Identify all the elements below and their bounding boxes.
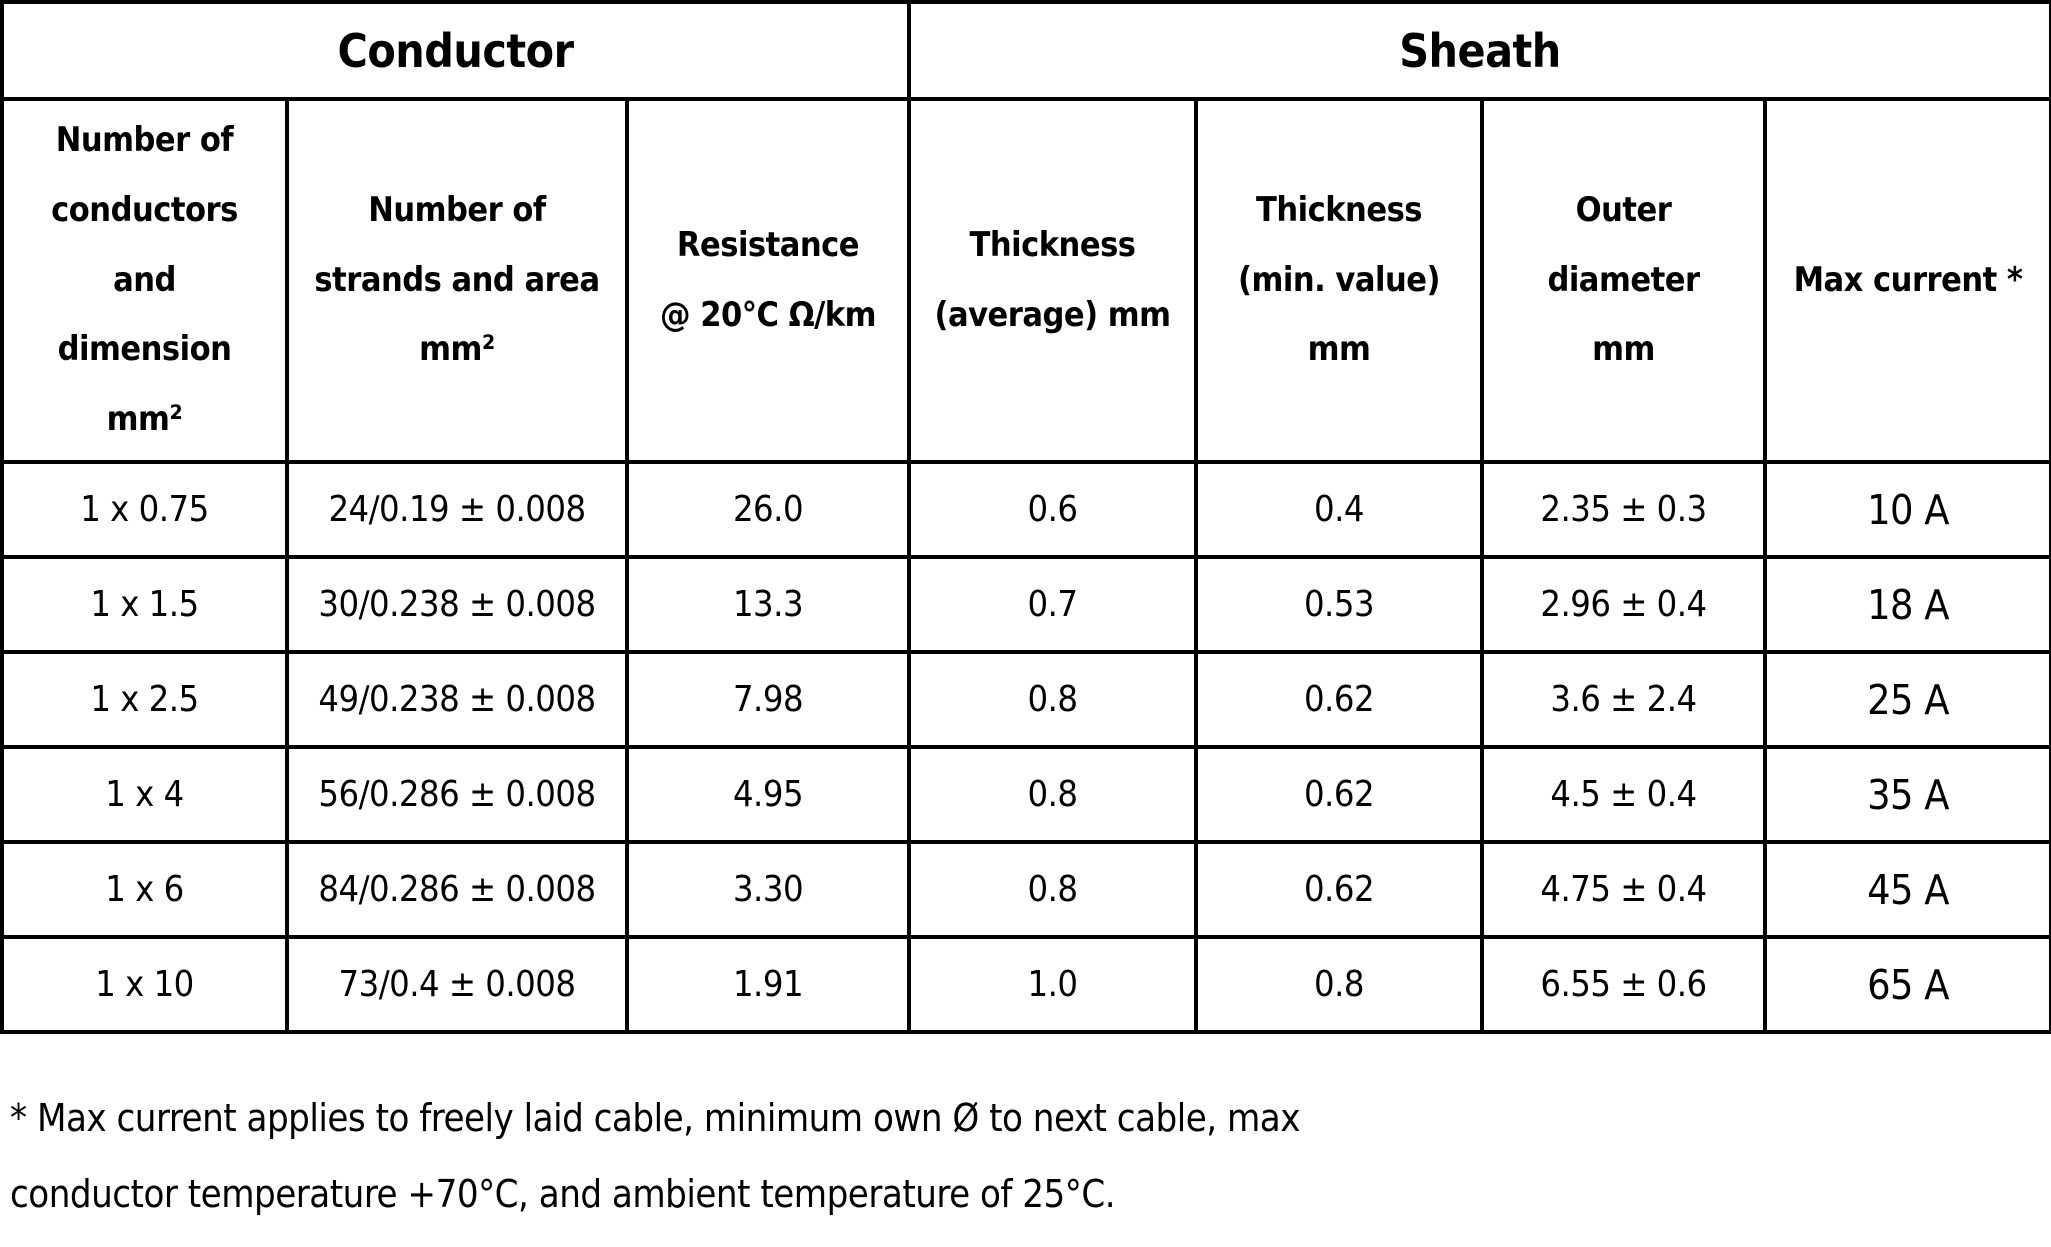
cell-outer-diameter: 2.96 ± 0.4: [1480, 555, 1767, 654]
col-header-thickness-min: Thickness (min. value) mm: [1194, 97, 1484, 464]
cell-outer-diameter: 6.55 ± 0.6: [1480, 935, 1767, 1034]
cell-dimension: 1 x 0.75: [0, 460, 289, 559]
cell-thickness-min: 0.4: [1194, 460, 1484, 559]
cell-strands-area: 24/0.19 ± 0.008: [285, 460, 629, 559]
cell-thickness-min: 0.62: [1194, 650, 1484, 749]
group-header-row: Conductor Sheath: [0, 0, 2051, 101]
col-header-thickness-average: Thickness (average) mm: [907, 97, 1198, 464]
cell-max-current: 45 A: [1762, 840, 2051, 939]
cell-strands-area: 73/0.4 ± 0.008: [285, 935, 629, 1034]
cell-dimension: 1 x 1.5: [0, 555, 289, 654]
cell-thickness-average: 0.8: [907, 745, 1198, 844]
cell-thickness-min: 0.62: [1194, 745, 1484, 844]
cell-max-current: 65 A: [1762, 935, 2051, 1034]
cell-resistance: 26.0: [625, 460, 911, 559]
cell-max-current: 25 A: [1762, 650, 2051, 749]
cell-thickness-min: 0.53: [1194, 555, 1484, 654]
cell-thickness-min: 0.8: [1194, 935, 1484, 1034]
col-header-resistance: Resistance @ 20°C Ω/km: [625, 97, 911, 464]
table-row: 1 x 10 73/0.4 ± 0.008 1.91 1.0 0.8 6.55 …: [0, 935, 2051, 1034]
cell-thickness-average: 0.8: [907, 840, 1198, 939]
group-header-conductor: Conductor: [0, 0, 911, 101]
cell-dimension: 1 x 10: [0, 935, 289, 1034]
cell-thickness-average: 0.8: [907, 650, 1198, 749]
col-header-outer-diameter: Outer diameter mm: [1480, 97, 1767, 464]
max-current-footnote: * Max current applies to freely laid cab…: [10, 1096, 1300, 1216]
column-header-row: Number of conductors and dimension mm² N…: [0, 97, 2051, 464]
cell-thickness-min: 0.62: [1194, 840, 1484, 939]
cell-thickness-average: 0.6: [907, 460, 1198, 559]
cell-resistance: 1.91: [625, 935, 911, 1034]
cell-resistance: 4.95: [625, 745, 911, 844]
cell-dimension: 1 x 4: [0, 745, 289, 844]
cell-dimension: 1 x 6: [0, 840, 289, 939]
cell-strands-area: 84/0.286 ± 0.008: [285, 840, 629, 939]
cell-thickness-average: 0.7: [907, 555, 1198, 654]
cell-max-current: 18 A: [1762, 555, 2051, 654]
table-row: 1 x 0.75 24/0.19 ± 0.008 26.0 0.6 0.4 2.…: [0, 460, 2051, 559]
cell-resistance: 7.98: [625, 650, 911, 749]
table-row: 1 x 4 56/0.286 ± 0.008 4.95 0.8 0.62 4.5…: [0, 745, 2051, 844]
cell-outer-diameter: 2.35 ± 0.3: [1480, 460, 1767, 559]
cell-resistance: 3.30: [625, 840, 911, 939]
col-header-strands-area: Number of strands and area mm²: [285, 97, 629, 464]
cell-resistance: 13.3: [625, 555, 911, 654]
table-row: 1 x 2.5 49/0.238 ± 0.008 7.98 0.8 0.62 3…: [0, 650, 2051, 749]
cell-max-current: 10 A: [1762, 460, 2051, 559]
table-row: 1 x 1.5 30/0.238 ± 0.008 13.3 0.7 0.53 2…: [0, 555, 2051, 654]
cell-outer-diameter: 4.75 ± 0.4: [1480, 840, 1767, 939]
cell-outer-diameter: 3.6 ± 2.4: [1480, 650, 1767, 749]
cell-strands-area: 56/0.286 ± 0.008: [285, 745, 629, 844]
cell-strands-area: 30/0.238 ± 0.008: [285, 555, 629, 654]
cell-strands-area: 49/0.238 ± 0.008: [285, 650, 629, 749]
group-header-sheath: Sheath: [906, 0, 2051, 101]
cable-spec-table: Conductor Sheath Number of conductors an…: [0, 0, 2051, 1034]
cell-dimension: 1 x 2.5: [0, 650, 289, 749]
table-row: 1 x 6 84/0.286 ± 0.008 3.30 0.8 0.62 4.7…: [0, 840, 2051, 939]
col-header-conductors-dimension: Number of conductors and dimension mm²: [0, 97, 289, 464]
cell-thickness-average: 1.0: [907, 935, 1198, 1034]
cell-max-current: 35 A: [1762, 745, 2051, 844]
cell-outer-diameter: 4.5 ± 0.4: [1480, 745, 1767, 844]
col-header-max-current: Max current *: [1762, 97, 2051, 464]
